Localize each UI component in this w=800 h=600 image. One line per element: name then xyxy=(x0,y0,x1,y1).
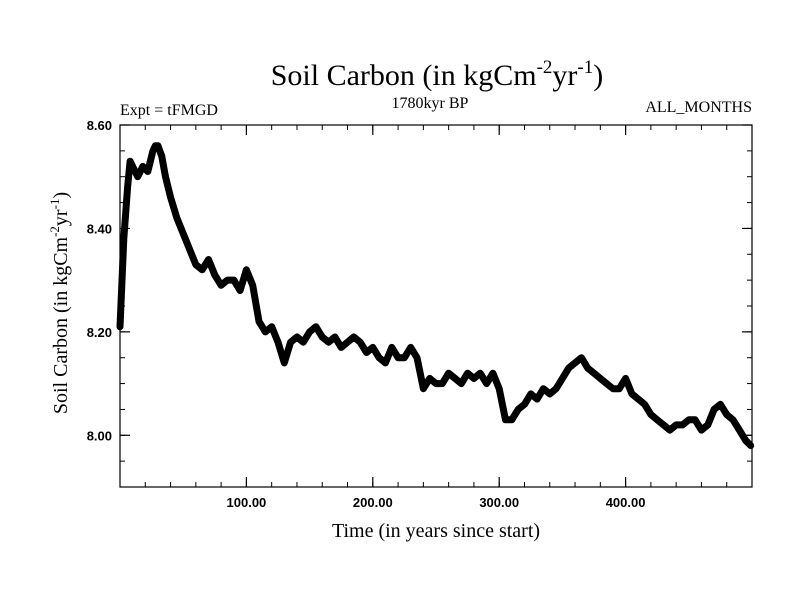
y-axis-label: Soil Carbon (in kgCm-2yr-1) xyxy=(47,192,72,414)
x-tick-label: 300.00 xyxy=(479,495,519,510)
x-tick-label: 400.00 xyxy=(606,495,646,510)
experiment-label: Expt = tFMGD xyxy=(120,102,218,119)
chart-title: Soil Carbon (in kgCm-2yr-1) xyxy=(271,57,604,92)
x-tick-label: 100.00 xyxy=(227,495,267,510)
y-tick-label: 8.60 xyxy=(87,118,112,133)
plot-frame xyxy=(119,124,753,488)
period-label: 1780kyr BP xyxy=(392,95,469,112)
months-label: ALL_MONTHS xyxy=(645,99,752,116)
x-axis-label: Time (in years since start) xyxy=(332,520,540,542)
y-tick-label: 8.00 xyxy=(87,428,112,443)
series-line-soil-carbon xyxy=(116,142,755,450)
x-tick-label: 200.00 xyxy=(353,495,393,510)
y-tick-label: 8.20 xyxy=(87,325,112,340)
plot-area: 100.00 200.00 300.00 400.00 8.00 8.20 8.40 8.60 xyxy=(87,118,755,510)
y-tick-label: 8.40 xyxy=(87,221,112,236)
